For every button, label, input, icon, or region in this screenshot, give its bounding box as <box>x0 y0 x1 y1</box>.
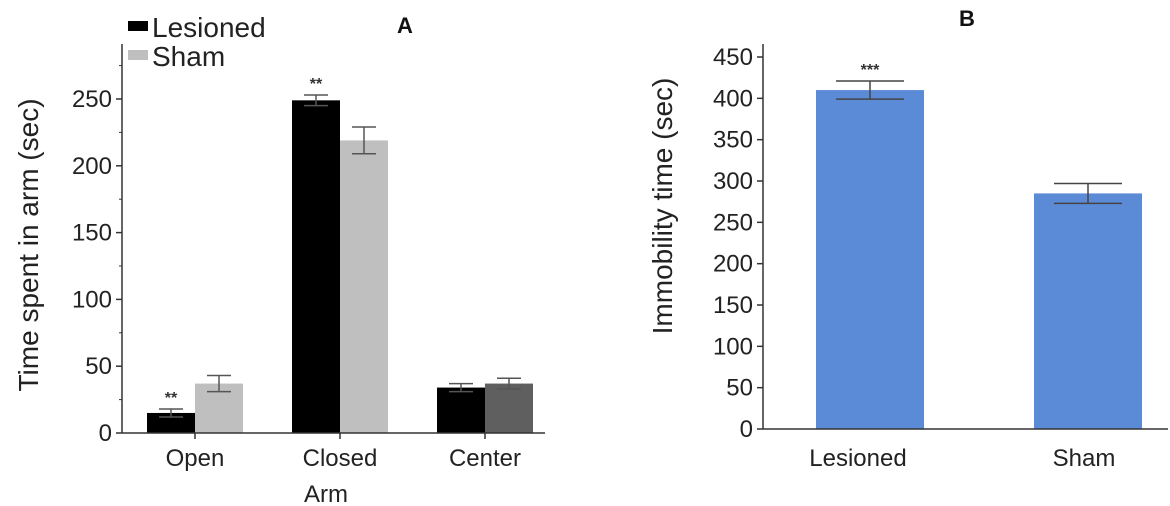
panel-a-bars: ** ** <box>147 76 533 433</box>
x-tick-label: Center <box>449 445 521 472</box>
x-tick-label: Sham <box>1053 445 1116 472</box>
panel-a-ylabel: Time spent in arm (sec) <box>13 98 44 391</box>
significance-marker: ** <box>165 390 178 407</box>
y-tick-label: 150 <box>713 292 753 319</box>
error-bar-sham-center <box>497 377 521 390</box>
y-tick-label: 100 <box>713 333 753 360</box>
bar-lesioned-center <box>437 387 485 433</box>
x-tick-label: Closed <box>303 445 378 472</box>
error-bar-sham-open <box>207 374 231 393</box>
error-bar-lesioned <box>836 80 904 100</box>
legend-label-sham: Sham <box>152 41 225 72</box>
panel-a-xlabel: Arm <box>304 481 348 506</box>
y-tick-label: 150 <box>72 220 112 247</box>
y-tick-label: 250 <box>713 209 753 236</box>
y-tick-label: 50 <box>726 375 753 402</box>
bar-lesioned-closed <box>292 100 340 433</box>
error-bar-sham <box>1054 182 1122 205</box>
y-tick-label: 100 <box>72 286 112 313</box>
bar-sham-center <box>485 383 533 433</box>
x-tick-label: Lesioned <box>809 445 906 472</box>
y-tick-label: 200 <box>713 251 753 278</box>
error-bar-sham-closed <box>352 126 376 155</box>
panel-b-axes: 0 50 100 150 200 250 300 350 400 450 Lesioned Sham <box>713 44 1168 472</box>
y-tick-label: 400 <box>713 85 753 112</box>
legend-label-lesioned: Lesioned <box>152 12 266 43</box>
y-tick-label: 250 <box>72 86 112 113</box>
y-tick-label: 200 <box>72 153 112 180</box>
error-bar-lesioned-open <box>159 408 183 418</box>
bar-lesioned-open <box>147 412 195 433</box>
panel-b-ylabel: Immobility time (sec) <box>647 78 678 335</box>
panel-b-chart: B *** 0 50 100 150 200 250 300 350 400 450 Lesione… <box>647 6 1168 472</box>
bar-lesioned <box>816 90 924 430</box>
y-tick-label: 0 <box>99 420 112 447</box>
y-tick-label: 50 <box>85 353 112 380</box>
legend-swatch-sham <box>128 50 148 60</box>
y-tick-label: 350 <box>713 127 753 154</box>
significance-marker: ** <box>310 76 323 93</box>
legend-swatch-lesioned <box>128 21 148 31</box>
error-bar-lesioned-center <box>449 382 473 393</box>
panel-a-axes: 0 50 100 150 200 250 Open Closed Center <box>72 44 545 472</box>
y-tick-label: 300 <box>713 168 753 195</box>
panel-b-letter: B <box>959 6 975 31</box>
bar-sham-closed <box>340 140 388 433</box>
panel-b-bars: *** <box>816 62 1142 430</box>
y-tick-label: 450 <box>713 44 753 71</box>
significance-marker: *** <box>861 62 880 79</box>
error-bar-lesioned-closed <box>304 94 328 107</box>
y-tick-label: 0 <box>740 416 753 443</box>
bar-sham <box>1034 193 1142 429</box>
x-tick-label: Open <box>166 445 225 472</box>
panel-a-letter: A <box>397 13 413 38</box>
